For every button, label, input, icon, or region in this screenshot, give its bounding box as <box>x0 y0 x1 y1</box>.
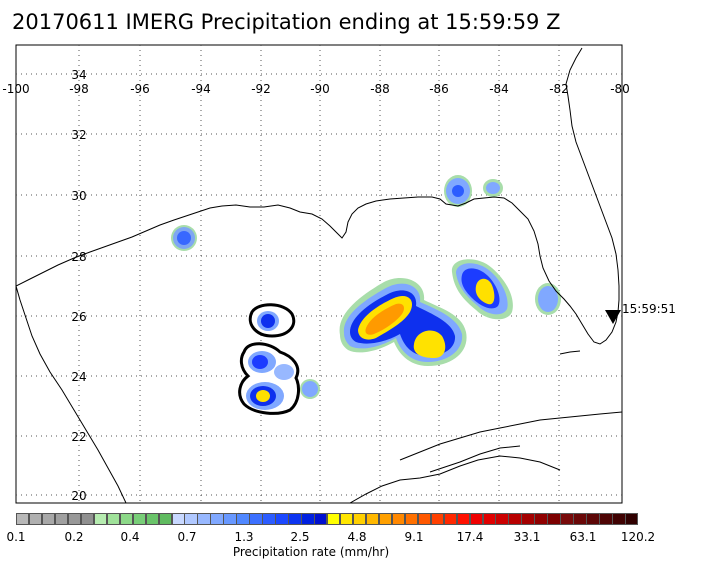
colorbar-label: 4.8 <box>347 530 367 544</box>
track-time-label: 15:59:51 <box>622 302 676 316</box>
map-frame <box>15 44 623 504</box>
colorbar-swatch <box>41 513 56 525</box>
colorbar-swatch <box>145 513 160 525</box>
precip-cell <box>238 342 300 415</box>
colorbar-swatch <box>223 513 237 525</box>
lon-tick: -98 <box>69 82 89 96</box>
colorbar-label: 0.1 <box>6 530 26 544</box>
lon-tick: -88 <box>370 82 390 96</box>
lat-tick: 24 <box>71 370 86 384</box>
colorbar-swatch <box>586 513 600 525</box>
lat-axis: 34 32 30 28 26 24 22 20 <box>71 68 86 503</box>
lon-tick: -84 <box>489 82 509 96</box>
colorbar-label: 1.3 <box>234 530 254 544</box>
lat-tick: 30 <box>71 189 86 203</box>
lat-tick: 32 <box>71 128 86 142</box>
colorbar-swatch <box>469 513 483 525</box>
precip-cell <box>444 175 472 207</box>
colorbar-swatch <box>417 513 432 525</box>
colorbar-swatch <box>495 513 509 525</box>
lon-tick: -100 <box>2 82 29 96</box>
coastline <box>16 47 622 503</box>
colorbar-swatch <box>301 513 315 525</box>
colorbar-swatch <box>236 513 250 525</box>
colorbar-swatch <box>456 513 471 525</box>
colorbar-swatch <box>327 513 341 525</box>
lon-tick: -86 <box>429 82 449 96</box>
colorbar-label: 0.2 <box>64 530 84 544</box>
colorbar-swatch <box>16 513 30 525</box>
colorbar-swatch <box>339 513 354 525</box>
colorbar-swatch <box>106 513 121 525</box>
lon-tick: -90 <box>310 82 330 96</box>
colorbar-swatch <box>171 513 185 525</box>
colorbar-swatch <box>573 513 587 525</box>
colorbar-swatch <box>547 513 561 525</box>
lat-tick: 26 <box>71 310 86 324</box>
colorbar-swatch <box>210 513 224 525</box>
colorbar-swatch <box>365 513 380 525</box>
precip-cell <box>248 303 296 338</box>
colorbar-swatch <box>314 513 328 525</box>
lon-tick: -94 <box>191 82 211 96</box>
colorbar-swatch <box>612 513 626 525</box>
colorbar-swatch <box>391 513 406 525</box>
colorbar-swatch <box>482 513 496 525</box>
precip-cell <box>483 179 503 197</box>
colorbar-swatch <box>443 513 458 525</box>
colorbar-label: 9.1 <box>404 530 424 544</box>
page-title: 20170611 IMERG Precipitation ending at 1… <box>12 10 561 34</box>
colorbar-swatch <box>534 513 548 525</box>
colorbar-swatch <box>67 513 82 525</box>
colorbar-swatch <box>80 513 95 525</box>
colorbar-swatch <box>28 513 43 525</box>
colorbar-swatch <box>430 513 445 525</box>
precip-cell <box>300 379 320 399</box>
lon-tick: -82 <box>549 82 569 96</box>
lat-tick: 20 <box>71 489 86 503</box>
precip-cell <box>535 283 561 315</box>
colorbar-swatch <box>93 513 108 525</box>
precip-cell <box>451 259 513 320</box>
colorbar-swatch <box>599 513 613 525</box>
colorbar-label: 33.1 <box>513 530 541 544</box>
colorbar-swatch <box>521 513 535 525</box>
colorbar-swatch <box>404 513 419 525</box>
colorbar-swatch <box>197 513 211 525</box>
colorbar-label: 17.4 <box>456 530 484 544</box>
lon-axis: -100 -98 -96 -94 -92 -90 -88 -86 -84 -82… <box>2 82 629 96</box>
colorbar-title: Precipitation rate (mm/hr) <box>232 545 390 559</box>
lat-tick: 22 <box>71 430 86 444</box>
colorbar-swatch <box>54 513 69 525</box>
lat-tick: 28 <box>71 250 86 264</box>
colorbar-swatch <box>158 513 172 525</box>
colorbar-swatch <box>508 513 522 525</box>
colorbar-label: 63.1 <box>569 530 597 544</box>
colorbar-label: 120.2 <box>620 530 656 544</box>
precip-cell <box>339 278 467 366</box>
lon-tick: -96 <box>130 82 150 96</box>
colorbar-swatch <box>275 513 289 525</box>
track-marker-icon <box>605 310 621 324</box>
colorbar-label: 0.4 <box>120 530 140 544</box>
lat-tick: 34 <box>71 68 86 82</box>
precip-cell <box>171 225 197 251</box>
lon-tick: -92 <box>251 82 271 96</box>
colorbar-swatch <box>625 513 639 525</box>
colorbar-swatch <box>288 513 302 525</box>
grid-lines <box>16 45 622 503</box>
lon-tick: -80 <box>610 82 630 96</box>
colorbar-label: 0.7 <box>177 530 197 544</box>
colorbar-swatch <box>352 513 367 525</box>
colorbar-swatch <box>184 513 198 525</box>
colorbar-swatch <box>262 513 276 525</box>
colorbar-swatch <box>119 513 134 525</box>
colorbar-swatch <box>378 513 393 525</box>
colorbar-swatch <box>560 513 574 525</box>
colorbar-swatch <box>132 513 147 525</box>
colorbar-swatch <box>249 513 263 525</box>
colorbar-label: 2.5 <box>290 530 310 544</box>
